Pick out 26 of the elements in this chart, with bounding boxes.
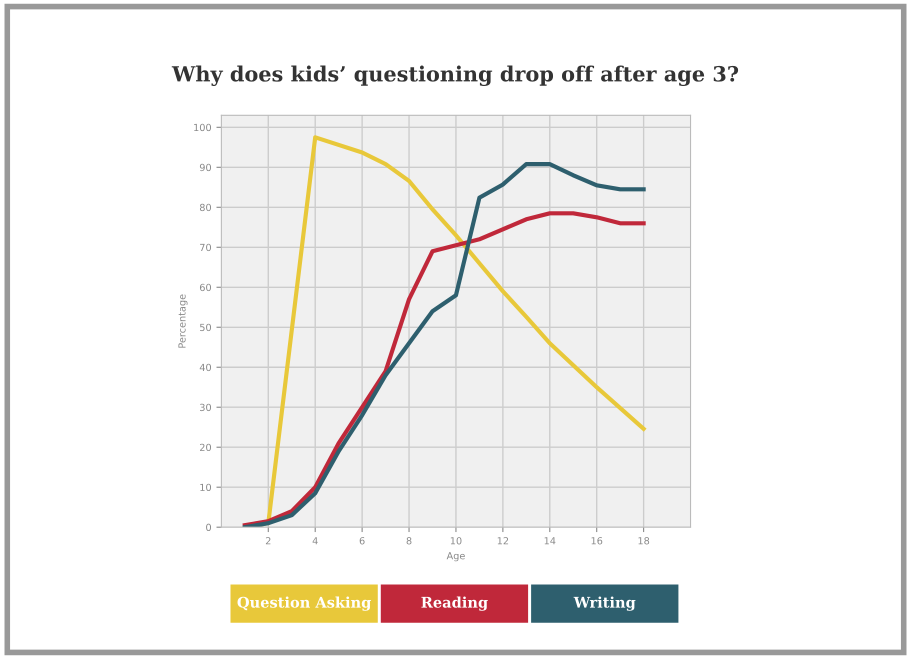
y-tick-label: 30	[200, 404, 212, 412]
x-tick-label: 2	[266, 537, 270, 544]
chart-title: Why does kids’ questioning drop off after age 3?	[172, 66, 738, 86]
y-tick-label: 10	[200, 484, 212, 492]
y-tick-label: 70	[200, 244, 212, 252]
y-tick-label: 90	[200, 164, 212, 172]
x-tick-label: 4	[312, 537, 318, 544]
x-tick-label: 14	[544, 537, 556, 544]
x-tick-label: 10	[450, 537, 462, 544]
x-axis-title: Age	[446, 552, 465, 562]
y-tick-label: 20	[200, 444, 212, 452]
x-tick-label: 6	[360, 537, 365, 544]
y-axis-title: Percentage	[178, 294, 188, 348]
x-tick-label: 12	[498, 537, 508, 544]
y-tick-label: 0	[206, 524, 212, 532]
x-tick-label: 18	[638, 537, 650, 544]
x-tick-label: 8	[406, 537, 412, 544]
y-tick-label: 40	[200, 364, 212, 372]
y-tick-label: 50	[200, 324, 212, 332]
y-tick-label: 60	[200, 284, 212, 292]
y-tick-label: 80	[200, 204, 212, 212]
text: Question Asking	[238, 596, 372, 611]
y-tick-label: 100	[194, 124, 212, 132]
text: Reading	[421, 596, 488, 611]
x-tick-label: 16	[592, 537, 602, 544]
text: Writing	[574, 596, 636, 611]
